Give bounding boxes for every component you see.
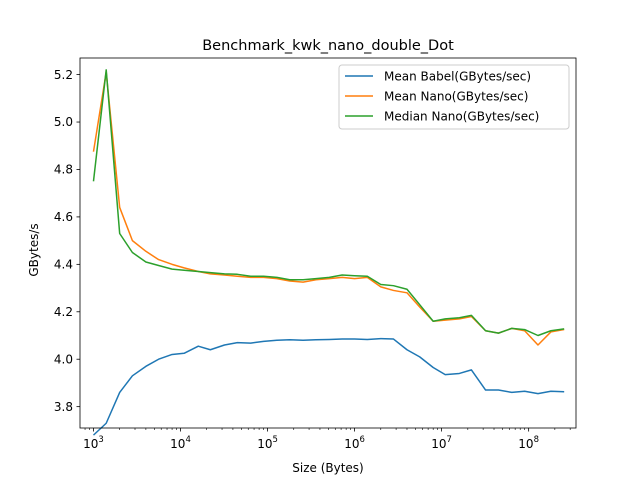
y-tick-label: 4.0 (54, 352, 73, 366)
x-tick-label: 108 (518, 435, 539, 451)
y-tick-label: 4.8 (54, 163, 73, 177)
series-line-1 (92, 337, 565, 436)
chart-title: Benchmark_kwk_nano_double_Dot (202, 38, 454, 54)
x-tick-label: 106 (344, 435, 365, 451)
x-axis-ticks: 103 104 105 106 107 108 (83, 428, 571, 451)
y-axis-label: GBytes/s (27, 223, 41, 276)
y-axis-ticks: 3.8 4.0 4.2 4.4 4.6 4.8 5.0 5.2 (54, 68, 80, 414)
y-tick-label: 4.2 (54, 305, 73, 319)
series-line-3 (92, 69, 565, 337)
plot-area-frame (79, 57, 577, 429)
legend-box (338, 64, 570, 130)
x-tick-label: 105 (257, 435, 278, 451)
x-axis-label: Size (Bytes) (292, 461, 363, 475)
legend-label-1: Mean Babel(GBytes/sec) (384, 69, 531, 83)
y-tick-label: 3.8 (54, 400, 73, 414)
y-tick-label: 5.0 (54, 115, 73, 129)
legend-label-3: Median Nano(GBytes/sec) (384, 109, 539, 123)
y-tick-label: 5.2 (54, 68, 73, 82)
x-tick-label: 104 (170, 435, 191, 451)
y-tick-label: 4.4 (54, 258, 73, 272)
x-tick-label: 107 (431, 435, 452, 451)
legend-label-2: Mean Nano(GBytes/sec) (384, 89, 528, 103)
legend: Mean Babel(GBytes/sec) Mean Nano(GBytes/s… (338, 64, 570, 130)
y-tick-label: 4.6 (54, 210, 73, 224)
x-tick-label: 103 (83, 435, 104, 451)
series-layer (92, 69, 565, 436)
